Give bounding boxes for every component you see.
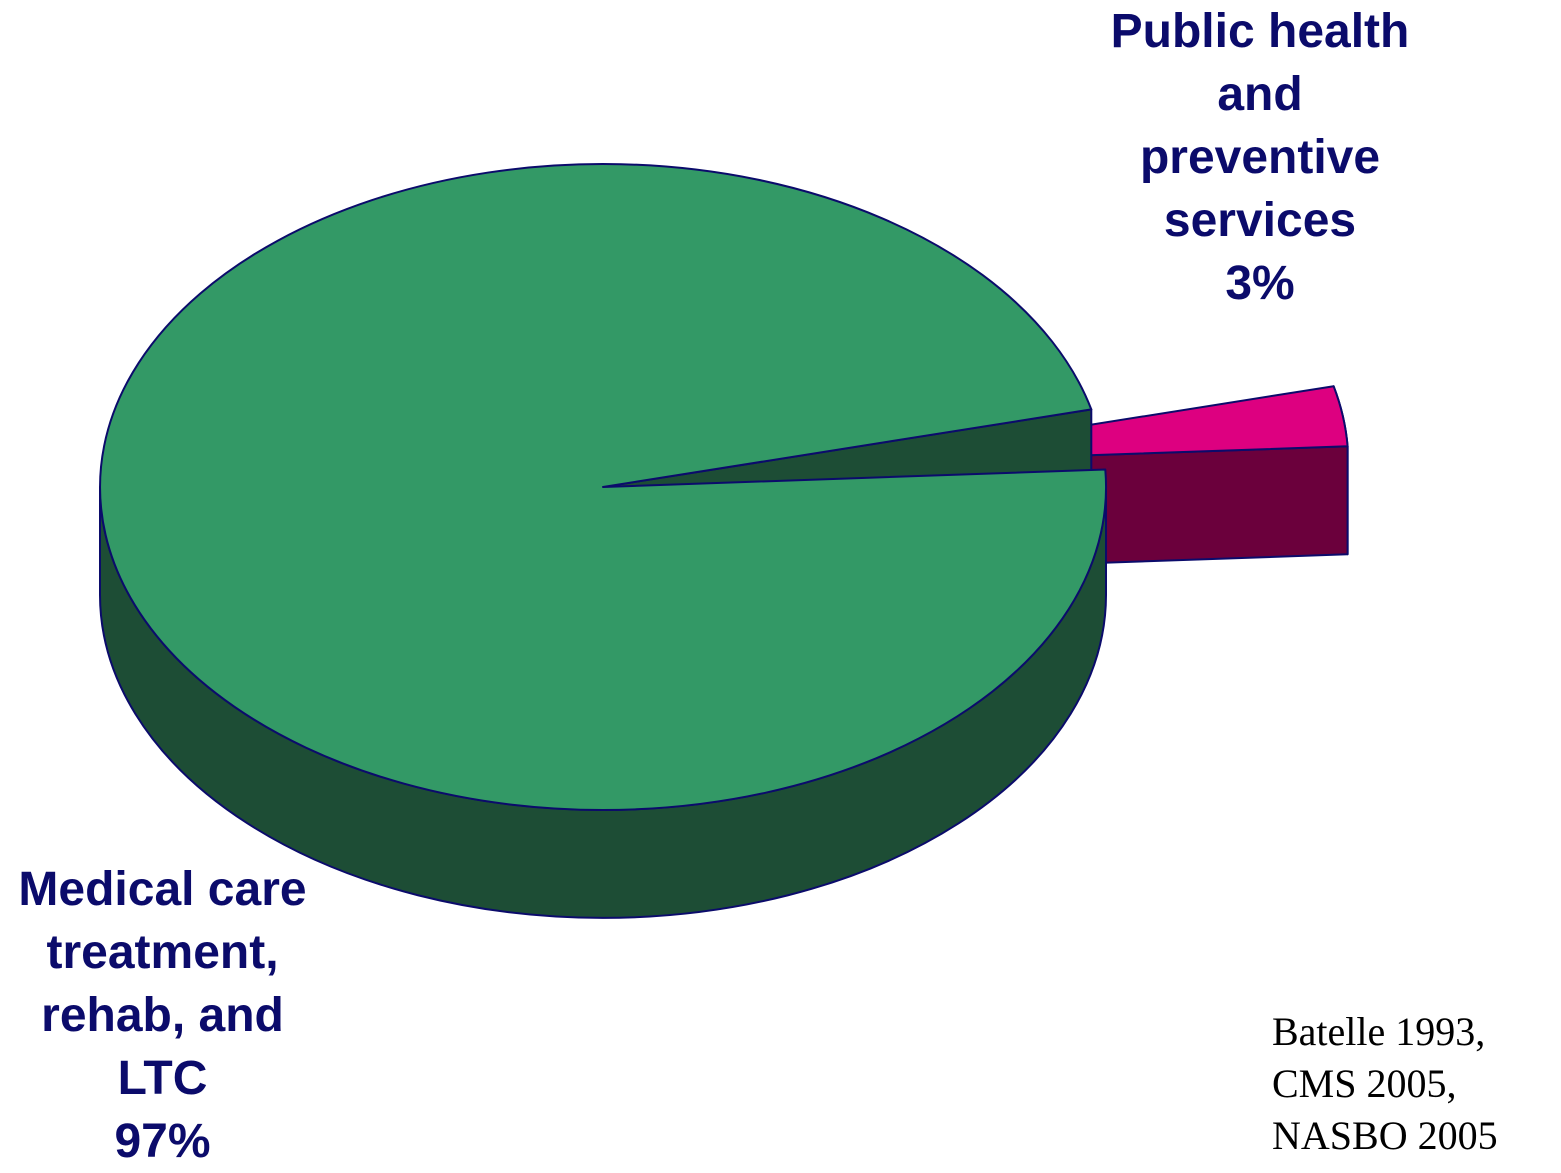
- label-line: Medical care: [18, 863, 307, 916]
- label-line: preventive: [1139, 131, 1381, 184]
- label-line: LTC: [117, 1052, 208, 1105]
- source-line: Batelle 1993,: [1272, 1009, 1486, 1054]
- medical-care-slice-top: [99, 163, 1107, 812]
- label-percent: 97%: [114, 1115, 211, 1168]
- label-line: Public health: [1110, 5, 1410, 58]
- slice-label-medical-care: Medical care treatment, rehab, and LTC 9…: [0, 858, 325, 1173]
- source-line: CMS 2005,: [1272, 1061, 1457, 1106]
- label-line: and: [1217, 68, 1303, 121]
- slice-label-public-health: Public health and preventive services 3%: [1060, 0, 1460, 315]
- label-line: treatment,: [46, 926, 279, 979]
- label-percent: 3%: [1225, 257, 1295, 310]
- source-note: Batelle 1993, CMS 2005, NASBO 2005: [1272, 1006, 1498, 1162]
- label-line: services: [1163, 194, 1357, 247]
- source-line: NASBO 2005: [1272, 1113, 1498, 1158]
- label-line: rehab, and: [41, 989, 284, 1042]
